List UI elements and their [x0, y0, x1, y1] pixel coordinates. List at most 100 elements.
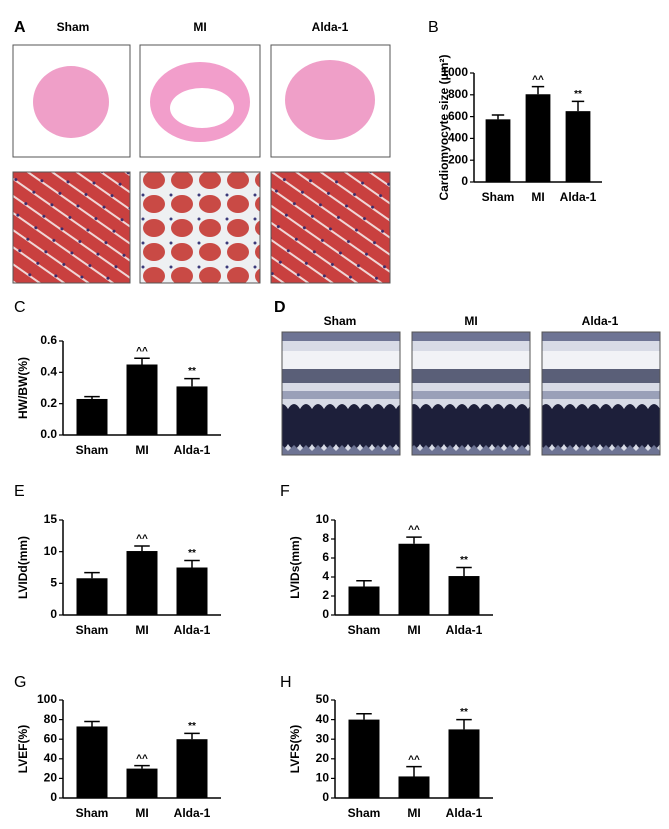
bar: [126, 364, 158, 435]
y-tick-label: 60: [44, 731, 58, 745]
error-bar: [84, 395, 100, 399]
bar: [76, 726, 108, 798]
x-tick-label: Sham: [76, 443, 109, 457]
x-tick-label: Alda-1: [446, 623, 483, 637]
y-tick-label: 200: [448, 152, 468, 166]
significance-label: ^^: [136, 753, 148, 764]
y-tick-label: 0: [50, 790, 57, 804]
column-label: Sham: [324, 314, 357, 328]
bar: [176, 386, 208, 435]
bar: [176, 567, 208, 615]
y-axis-label: Cardiomyocyte size (μm²): [437, 54, 451, 200]
error-bar: [491, 114, 505, 120]
significance-label: **: [574, 89, 582, 100]
y-tick-label: 15: [44, 512, 58, 526]
x-tick-label: Sham: [348, 806, 381, 820]
bar: [398, 776, 430, 798]
y-tick-label: 10: [316, 512, 330, 526]
y-axis-label: LVIDs(mm): [288, 536, 302, 598]
error-bar: [134, 764, 150, 769]
significance-label: ^^: [532, 74, 544, 85]
error-bar: [84, 571, 100, 579]
histology-image: [139, 171, 261, 284]
bar: [348, 586, 380, 615]
panel-letter: E: [14, 483, 25, 500]
panel-letter: A: [14, 19, 26, 36]
y-tick-label: 100: [37, 692, 57, 706]
panel-letter: G: [14, 674, 26, 691]
error-bar: [84, 720, 100, 727]
significance-label: ^^: [136, 346, 148, 357]
y-tick-label: 40: [44, 751, 58, 765]
y-axis-label: LVIDd(mm): [16, 536, 30, 599]
panel-a: A Sham MI Alda-1: [12, 19, 391, 284]
y-tick-label: 50: [316, 692, 330, 706]
bar: [348, 719, 380, 798]
y-axis-label: LVEF(%): [16, 725, 30, 773]
x-tick-label: Sham: [482, 190, 515, 204]
error-bar: [356, 580, 372, 587]
column-label: Sham: [57, 20, 90, 34]
column-label: MI: [464, 314, 477, 328]
significance-label: **: [188, 548, 196, 559]
histology-image: [12, 171, 131, 284]
x-tick-label: MI: [135, 443, 148, 457]
x-tick-label: Sham: [348, 623, 381, 637]
x-tick-label: Alda-1: [174, 443, 211, 457]
significance-label: ^^: [408, 525, 420, 536]
y-tick-label: 600: [448, 109, 468, 123]
significance-label: **: [188, 366, 196, 377]
y-tick-label: 0: [322, 790, 329, 804]
y-tick-label: 6: [322, 550, 329, 564]
error-bar: [184, 732, 200, 740]
y-tick-label: 0: [50, 607, 57, 621]
bar: [525, 94, 551, 182]
error-bar: [184, 559, 200, 568]
x-tick-label: Alda-1: [560, 190, 597, 204]
y-tick-label: 20: [316, 751, 330, 765]
error-bar: [456, 718, 472, 730]
bar: [126, 551, 158, 615]
x-tick-label: Sham: [76, 806, 109, 820]
error-bar: [356, 712, 372, 720]
column-label: Alda-1: [312, 20, 349, 34]
bar: [176, 739, 208, 798]
x-tick-label: MI: [135, 623, 148, 637]
significance-label: **: [188, 721, 196, 732]
error-bar: [406, 765, 422, 777]
y-tick-label: 5: [50, 576, 57, 590]
y-axis-label: LVFS(%): [288, 725, 302, 773]
y-tick-label: 0.0: [40, 427, 57, 441]
x-tick-label: Sham: [76, 623, 109, 637]
y-tick-label: 10: [316, 771, 330, 785]
y-tick-label: 400: [448, 131, 468, 145]
y-tick-label: 8: [322, 531, 329, 545]
column-label: Alda-1: [582, 314, 619, 328]
error-bar: [134, 357, 150, 365]
x-tick-label: MI: [407, 806, 420, 820]
x-tick-label: MI: [407, 623, 420, 637]
error-bar: [184, 377, 200, 387]
heart-section: [33, 66, 109, 138]
echo-image: [281, 331, 401, 456]
x-tick-label: Alda-1: [174, 806, 211, 820]
panel-letter: D: [274, 299, 286, 316]
significance-label: **: [460, 707, 468, 718]
y-tick-label: 0: [461, 174, 468, 188]
x-tick-label: MI: [531, 190, 544, 204]
histology-image: [270, 171, 391, 284]
significance-label: ^^: [136, 534, 148, 545]
y-tick-label: 800: [448, 87, 468, 101]
panel-letter: C: [14, 299, 26, 316]
bar: [565, 111, 591, 182]
bar: [126, 768, 158, 798]
y-tick-label: 0.4: [40, 365, 57, 379]
panel-letter: F: [280, 483, 290, 500]
error-bar: [531, 85, 545, 95]
bar: [448, 729, 480, 798]
significance-label: **: [460, 555, 468, 566]
panel-d: D Sham MI Alda-1: [274, 299, 661, 456]
y-tick-label: 20: [44, 771, 58, 785]
echo-image: [411, 331, 531, 456]
bar: [76, 398, 108, 435]
